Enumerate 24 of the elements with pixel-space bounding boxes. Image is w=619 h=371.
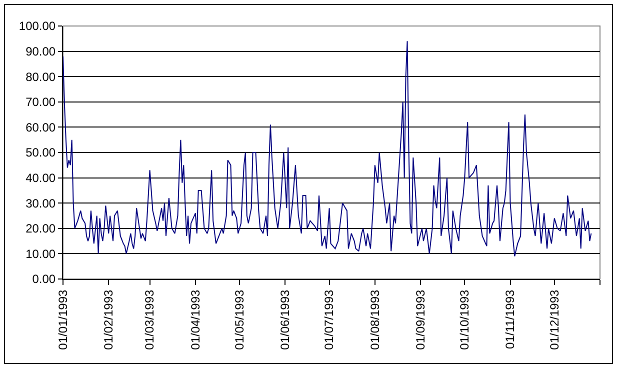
x-tick-label: 01/07/1993 [322,289,336,350]
line-series [63,40,592,257]
y-tick-label: 60.00 [26,120,56,134]
y-tick-label: 10.00 [26,246,56,261]
x-tick-label: 01/01/1993 [56,289,70,350]
y-tick-label: 100.00 [18,19,56,34]
y-tick-label: 80.00 [26,70,56,84]
y-tick-label: 40.00 [26,171,56,185]
x-tick-label: 01/06/1993 [278,289,292,350]
y-tick-label: 70.00 [26,95,56,110]
x-tick-label: 01/10/1993 [458,289,472,350]
x-tick-label: 01/02/1993 [102,289,116,350]
y-tick-label: 90.00 [26,44,56,58]
x-tick-label: 01/12/1993 [547,289,562,350]
x-tick-label: 01/08/1993 [368,289,382,350]
y-tick-label: 0.00 [32,272,56,286]
y-tick-label: 30.00 [26,196,56,210]
y-tick-label: 50.00 [26,146,56,160]
x-tick-label: 01/04/1993 [188,289,202,350]
x-tick-label: 01/03/1993 [142,289,157,350]
x-tick-label: 01/05/1993 [232,289,246,350]
x-tick-label: 01/09/1993 [413,289,428,350]
x-tick-label: 01/11/1993 [503,289,518,349]
y-tick-label: 20.00 [26,222,56,236]
